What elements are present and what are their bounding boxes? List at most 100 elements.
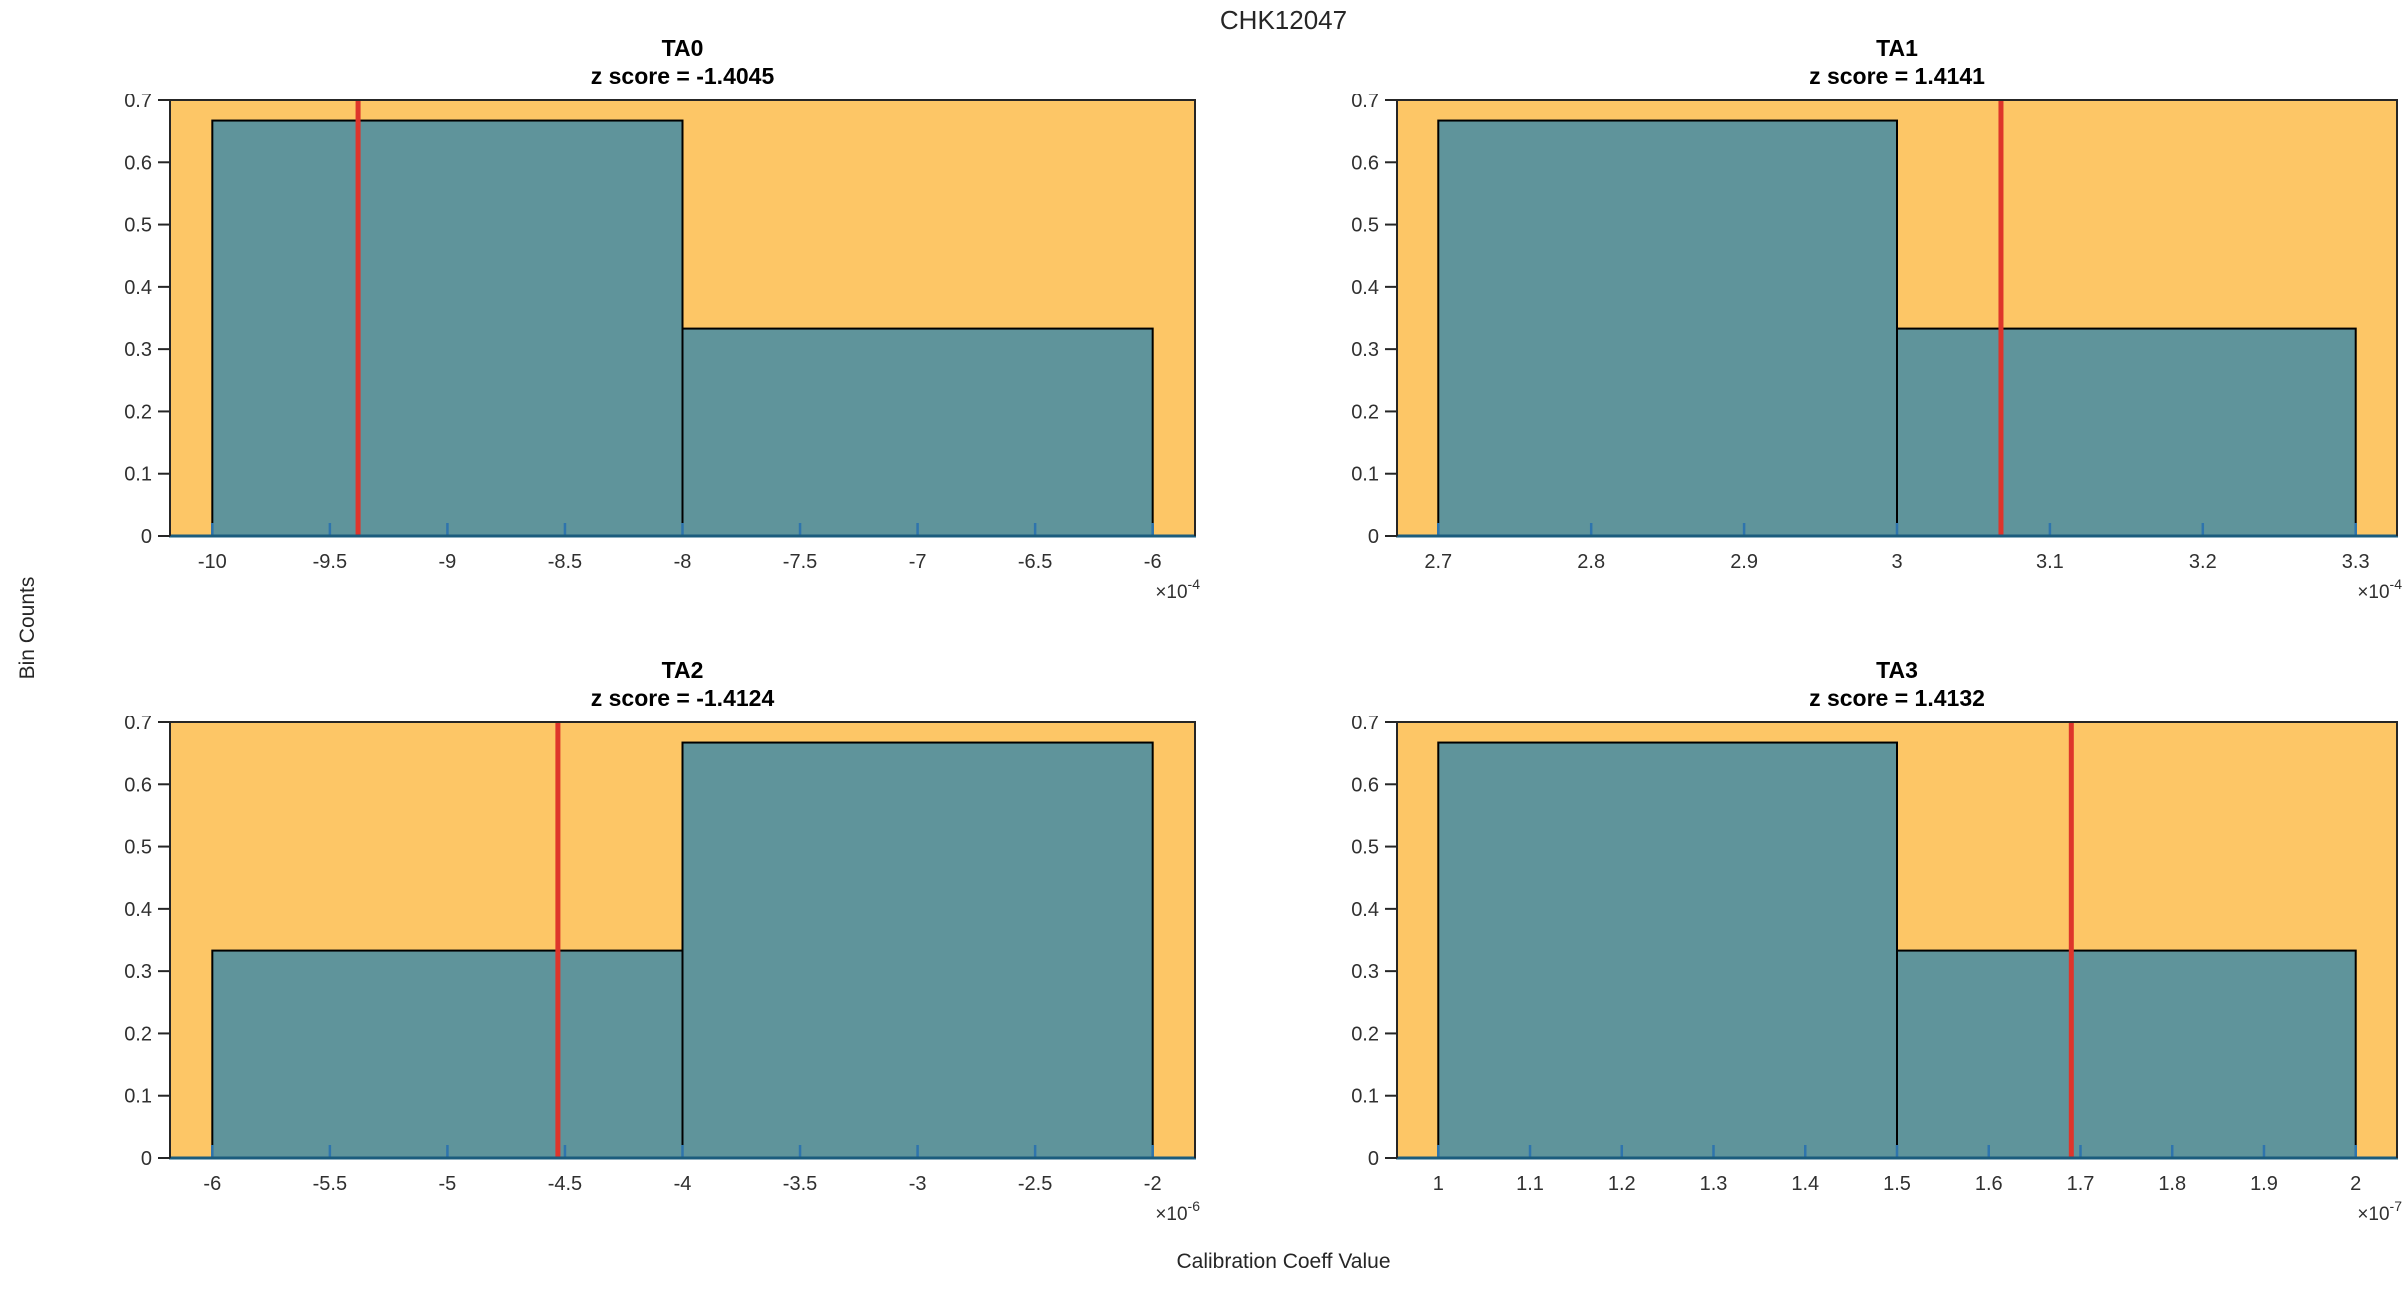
subplot-name: TA2 — [661, 657, 704, 683]
histogram-ta1: 2.7 2.8 2.9 3 3.1 3.2 3.3 0 0.1 0.2 0.3 0.4 0.5 0.6 0.… — [1351, 94, 2402, 603]
y-tick-label: 0.3 — [124, 339, 152, 361]
x-tick-label: 1.7 — [2067, 1173, 2095, 1195]
y-tick-label: 0.1 — [1351, 1086, 1379, 1108]
subplot-name: TA1 — [1876, 35, 1918, 61]
y-axis-label: Bin Counts — [16, 576, 39, 680]
y-tick-label: 0.1 — [124, 1086, 152, 1108]
axes-box — [1396, 99, 2398, 536]
y-tick-label: 0.4 — [124, 899, 152, 921]
x-tick-label: -5.5 — [313, 1173, 347, 1195]
x-tick-label: 3 — [1891, 551, 1902, 573]
y-tick-label: 0.5 — [1351, 837, 1379, 859]
y-tick-label: 0.6 — [124, 152, 152, 174]
histogram-bar — [1896, 327, 2357, 537]
y-tick-label: 0.6 — [124, 774, 152, 796]
histogram-ta0: -10 -9.5 -9 -8.5 -8 -7.5 -7 -6.5 -6 0 0.1 0.2 0.3 0.4… — [124, 94, 1200, 603]
x-tick-label: -9.5 — [313, 551, 347, 573]
axis-scale-label: ×10-4 — [1155, 576, 1200, 603]
x-tick-label: -10 — [198, 551, 227, 573]
x-tick-label: -8.5 — [548, 551, 582, 573]
y-tick-label: 0.4 — [1351, 899, 1379, 921]
subplot-ta0: TA0 z score = -1.4045 -10 -9.5 -9 -8.5 -8 -7.5 -… — [90, 30, 1210, 646]
x-tick-label: -6.5 — [1018, 551, 1052, 573]
subplot-title-ta1: TA1 z score = 1.4141 — [1397, 34, 2397, 90]
y-tick-label: 0.2 — [1351, 1023, 1379, 1045]
y-tick-label: 0.2 — [124, 1023, 152, 1045]
subplot-zscore: z score = -1.4124 — [590, 685, 775, 711]
axis-scale-label: ×10-7 — [2357, 1198, 2402, 1225]
histogram-bar — [211, 119, 684, 537]
y-tick-label: 0.3 — [1351, 961, 1379, 983]
x-tick-label: -5 — [439, 1173, 457, 1195]
y-tick-label: 0.4 — [124, 277, 152, 299]
y-tick-label: 0.2 — [1351, 401, 1379, 423]
histogram-bar — [1896, 949, 2357, 1159]
subplot-zscore: z score = 1.4132 — [1809, 685, 1985, 711]
x-tick-label: -7 — [909, 551, 927, 573]
x-tick-label: 1.8 — [2158, 1173, 2186, 1195]
x-tick-label: 1.1 — [1516, 1173, 1544, 1195]
x-tick-label: -6 — [1144, 551, 1162, 573]
x-tick-label: -3.5 — [783, 1173, 817, 1195]
x-tick-label: 1.5 — [1883, 1173, 1911, 1195]
x-tick-label: 3.3 — [2342, 551, 2370, 573]
axes-box — [1396, 721, 2398, 1158]
histogram-bar — [1437, 119, 1899, 537]
subplot-zscore: z score = -1.4045 — [590, 63, 775, 89]
x-tick-label: 2.7 — [1424, 551, 1452, 573]
x-tick-label: -2 — [1144, 1173, 1162, 1195]
y-tick-label: 0.5 — [1351, 215, 1379, 237]
y-tick-label: 0.3 — [124, 961, 152, 983]
y-tick-label: 0 — [141, 1148, 152, 1170]
y-tick-label: 0.3 — [1351, 339, 1379, 361]
subplot-zscore: z score = 1.4141 — [1809, 63, 1985, 89]
subplot-ta3: TA3 z score = 1.4132 1 1.1 1.2 1.3 1.4 1.5 1.6 1.… — [1317, 652, 2407, 1268]
histogram-bar — [681, 327, 1154, 537]
x-tick-label: 2 — [2350, 1173, 2361, 1195]
x-tick-label: 3.1 — [2036, 551, 2064, 573]
y-tick-label: 0.7 — [124, 94, 152, 112]
x-tick-label: 1.6 — [1975, 1173, 2003, 1195]
x-tick-label: -7.5 — [783, 551, 817, 573]
x-tick-label: 3.2 — [2189, 551, 2217, 573]
x-tick-label: 1.3 — [1700, 1173, 1728, 1195]
subplot-ta2: TA2 z score = -1.4124 -6 -5.5 -5 -4.5 -4 -3.5 -3… — [90, 652, 1210, 1268]
y-tick-label: 0 — [141, 526, 152, 548]
x-tick-label: -4 — [674, 1173, 692, 1195]
x-tick-label: 1 — [1433, 1173, 1444, 1195]
axis-scale-label: ×10-6 — [1155, 1198, 1200, 1225]
subplot-name: TA0 — [661, 35, 704, 61]
histogram-bar — [681, 741, 1154, 1159]
y-tick-label: 0.5 — [124, 837, 152, 859]
subplot-title-ta2: TA2 z score = -1.4124 — [170, 656, 1195, 712]
y-tick-label: 0.1 — [1351, 464, 1379, 486]
x-tick-label: -8 — [674, 551, 692, 573]
figure-title: CHK12047 — [1219, 5, 1348, 35]
y-tick-label: 0.6 — [1351, 774, 1379, 796]
y-tick-label: 0.6 — [1351, 152, 1379, 174]
x-tick-label: -4.5 — [548, 1173, 582, 1195]
y-tick-label: 0.7 — [1351, 94, 1379, 112]
x-tick-label: -2.5 — [1018, 1173, 1052, 1195]
x-tick-label: 2.8 — [1577, 551, 1605, 573]
subplot-title-ta0: TA0 z score = -1.4045 — [170, 34, 1195, 90]
y-tick-label: 0.5 — [124, 215, 152, 237]
y-tick-label: 0 — [1368, 526, 1379, 548]
x-tick-label: -3 — [909, 1173, 927, 1195]
y-tick-label: 0.7 — [1351, 716, 1379, 734]
x-axis-label: Calibration Coeff Value — [1176, 1250, 1391, 1273]
histogram-ta2: -6 -5.5 -5 -4.5 -4 -3.5 -3 -2.5 -2 0 0.1 0.2 0.3 0.4 0… — [124, 716, 1200, 1225]
x-tick-label: 2.9 — [1730, 551, 1758, 573]
y-tick-label: 0.7 — [124, 716, 152, 734]
x-tick-label: -6 — [203, 1173, 221, 1195]
histogram-bar — [1437, 741, 1899, 1159]
x-tick-label: 1.9 — [2250, 1173, 2278, 1195]
y-tick-label: 0.4 — [1351, 277, 1379, 299]
x-tick-label: 1.4 — [1791, 1173, 1819, 1195]
subplot-title-ta3: TA3 z score = 1.4132 — [1397, 656, 2397, 712]
x-tick-label: -9 — [439, 551, 457, 573]
axes-box — [169, 721, 1196, 1158]
histogram-ta3: 1 1.1 1.2 1.3 1.4 1.5 1.6 1.7 1.8 1.9 2 0 0.1 0.2 0.3 0… — [1351, 716, 2402, 1225]
y-tick-label: 0 — [1368, 1148, 1379, 1170]
axis-scale-label: ×10-4 — [2357, 576, 2402, 603]
